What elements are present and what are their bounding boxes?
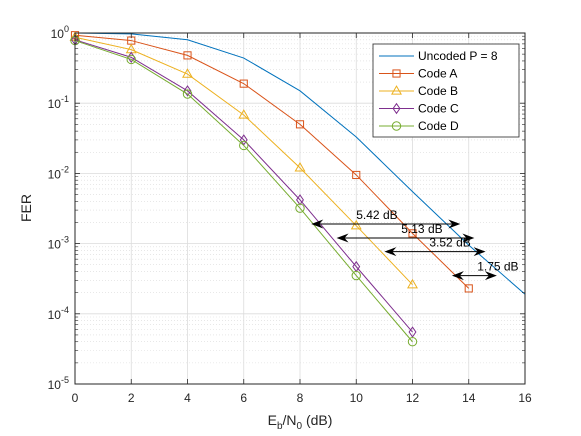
x-tick-label: 6	[240, 391, 247, 405]
legend-entry: Code C	[379, 102, 459, 116]
legend-entry: Code A	[379, 67, 457, 81]
y-tick-base: 10	[48, 167, 62, 181]
data-point-marker	[182, 89, 193, 99]
data-point-marker	[408, 229, 417, 238]
y-tick-label: 100	[51, 24, 69, 41]
data-point-marker	[350, 219, 362, 230]
data-point-marker	[464, 284, 473, 293]
legend-label: Code D	[418, 119, 459, 133]
y-tick-base: 10	[48, 238, 62, 252]
x-tick-label: 0	[72, 391, 79, 405]
x-tick-label: 4	[184, 391, 191, 405]
legend-marker	[392, 69, 401, 78]
annotation-label: 3.52 dB	[429, 236, 470, 250]
data-point-marker	[239, 134, 248, 146]
series-line	[74, 36, 413, 286]
y-tick-base: 10	[48, 97, 62, 111]
data-point-marker	[126, 54, 136, 65]
x-axis-title-main: E	[268, 412, 277, 428]
x-axis-title-sub1: b	[277, 421, 283, 432]
data-point-marker	[238, 109, 250, 119]
data-point-marker	[182, 68, 193, 78]
legend-entry: Code D	[379, 119, 459, 133]
annotation-arrowhead-right	[484, 271, 497, 281]
y-tick-exponent: -3	[61, 235, 69, 245]
legend-label: Uncoded P = 8	[418, 49, 498, 63]
y-tick-exponent: -2	[61, 164, 69, 174]
legend-entry: Code B	[379, 84, 458, 98]
y-tick-base: 10	[48, 308, 62, 322]
x-axis-title: Eb/N0 (dB)	[268, 412, 333, 432]
legend-marker	[391, 85, 402, 95]
data-point-marker	[183, 85, 192, 97]
x-tick-label: 2	[128, 391, 135, 405]
data-point-marker	[351, 270, 361, 281]
annotation-arrowhead-left	[336, 233, 349, 243]
tick-marks	[74, 32, 526, 385]
data-point-marker	[407, 278, 418, 289]
x-axis-title-sub2: 0	[297, 421, 303, 432]
x-tick-label: 12	[406, 391, 420, 405]
y-tick-base: 10	[48, 378, 62, 392]
annotation-arrowhead-right	[462, 233, 475, 243]
data-point-marker	[295, 120, 305, 129]
y-tick-exponent: -1	[61, 94, 69, 104]
y-tick-exponent: -5	[61, 375, 69, 385]
data-point-marker	[183, 51, 192, 60]
annotation-arrowhead-right	[473, 247, 486, 257]
annotation-layer: 5.42 dB 5.13 dB3.52 dB 1.75 dB	[311, 208, 519, 281]
legend-entry: Uncoded P = 8	[379, 49, 498, 63]
data-point-marker	[295, 203, 305, 213]
legend: Uncoded P = 8 Code A Code B Code C Code D	[372, 43, 520, 138]
x-tick-label: 14	[462, 391, 476, 405]
y-tick-label: 10-3	[48, 235, 69, 252]
y-tick-exponent: 0	[64, 24, 69, 34]
gap-annotation: 1.75 dB	[451, 260, 519, 281]
y-tick-label: 10-2	[48, 164, 69, 181]
legend-label: Code C	[418, 102, 459, 116]
annotation-label: 5.42 dB	[356, 208, 397, 222]
gap-annotation: 3.52 dB	[384, 236, 486, 257]
data-point-marker	[407, 337, 418, 347]
annotation-arrowhead-right	[448, 219, 461, 229]
annotation-arrowhead-left	[384, 247, 397, 257]
legend-marker	[391, 121, 402, 131]
x-tick-labels: 0 2 4 6 8 10 12 14 16	[72, 391, 532, 405]
y-tick-label: 10-4	[48, 305, 69, 322]
data-point-marker	[239, 140, 249, 151]
y-tick-label: 10-5	[48, 375, 69, 392]
annotation-label: 5.13 dB	[401, 222, 442, 236]
data-point-marker	[294, 162, 306, 172]
legend-label: Code A	[418, 67, 457, 81]
series-line	[74, 39, 413, 333]
data-point-marker	[352, 170, 361, 180]
annotation-label: 1.75 dB	[477, 260, 518, 274]
x-axis-title-mid: /N	[283, 412, 297, 428]
series-line	[74, 40, 413, 343]
annotation-arrowhead-left	[311, 219, 324, 229]
x-tick-label: 8	[297, 391, 304, 405]
annotation-arrowhead-left	[451, 271, 464, 281]
x-tick-label: 16	[518, 391, 532, 405]
data-point-marker	[408, 326, 417, 338]
y-tick-exponent: -4	[61, 305, 69, 315]
y-axis-title: FER	[18, 194, 34, 222]
legend-label: Code B	[418, 84, 458, 98]
gap-annotation: 5.13 dB	[336, 222, 475, 243]
x-axis-title-tail: (dB)	[302, 412, 332, 428]
gap-annotation: 5.42 dB	[311, 208, 461, 229]
data-point-marker	[239, 79, 248, 88]
legend-marker	[392, 102, 401, 115]
data-point-marker	[296, 194, 304, 206]
series-layer	[69, 31, 526, 347]
y-tick-base: 10	[51, 27, 65, 41]
x-tick-label: 10	[350, 391, 364, 405]
y-tick-label: 10-1	[48, 94, 69, 111]
